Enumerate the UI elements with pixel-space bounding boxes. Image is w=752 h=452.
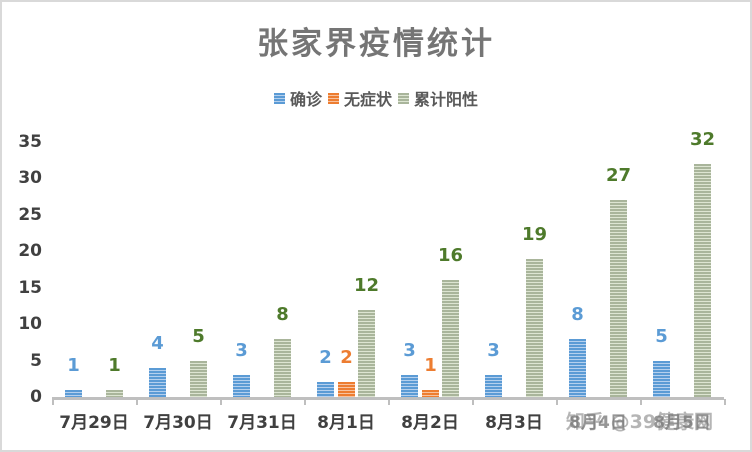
data-label-confirmed: 2 — [319, 347, 332, 369]
x-tick-label: 8月5日 — [653, 413, 711, 433]
data-label-cumulative: 27 — [605, 165, 632, 187]
bar-cumulative — [694, 163, 711, 397]
data-label-cumulative: 1 — [108, 354, 121, 376]
data-label-cumulative: 12 — [353, 274, 380, 296]
x-tick-label: 8月1日 — [317, 413, 375, 433]
bar-confirmed — [653, 360, 670, 397]
bar-cumulative — [358, 309, 375, 397]
chart-title: 张家界疫情统计 — [257, 26, 495, 62]
data-label-confirmed: 3 — [235, 340, 248, 362]
y-tick-label: 25 — [18, 204, 42, 225]
data-label-confirmed: 5 — [655, 325, 668, 347]
bar-confirmed — [401, 375, 418, 397]
data-label-confirmed: 1 — [67, 354, 80, 376]
bar-cumulative — [442, 280, 459, 397]
x-tick-mark — [388, 399, 390, 405]
data-label-cumulative: 5 — [192, 325, 205, 347]
y-tick-label: 5 — [30, 350, 42, 371]
x-tick-label: 7月31日 — [227, 413, 297, 433]
data-label-confirmed: 3 — [403, 340, 416, 362]
data-label-cumulative: 32 — [689, 128, 716, 150]
data-label-asymptomatic: 1 — [424, 354, 437, 376]
data-label-asymptomatic: 2 — [340, 347, 353, 369]
x-tick-label: 8月4日 — [569, 413, 627, 433]
legend-item-confirmed: 确诊 — [273, 86, 322, 110]
legend-swatch-grey-icon — [398, 92, 409, 104]
x-tick-label: 7月30日 — [143, 413, 213, 433]
chart-legend: 确诊 无症状 累计阳性 — [0, 86, 752, 110]
legend-item-asymptomatic: 无症状 — [327, 86, 392, 110]
legend-label: 确诊 — [289, 90, 322, 109]
data-label-cumulative: 8 — [276, 303, 289, 325]
x-tick-mark — [724, 399, 726, 405]
bar-confirmed — [317, 382, 334, 397]
data-label-cumulative: 19 — [521, 223, 548, 245]
x-tick-mark — [304, 399, 306, 405]
y-tick-label: 10 — [18, 314, 42, 335]
bar-cumulative — [610, 200, 627, 397]
x-tick-mark — [556, 399, 558, 405]
bar-confirmed — [65, 389, 82, 397]
bar-confirmed — [485, 375, 502, 397]
bar-cumulative — [106, 389, 123, 397]
bar-confirmed — [233, 375, 250, 397]
x-tick-label: 8月3日 — [485, 413, 543, 433]
legend-item-cumulative: 累计阳性 — [398, 86, 478, 110]
bar-asymptomatic — [422, 389, 439, 397]
watermark: 知乎 @39健康网 — [566, 411, 714, 433]
x-tick-label: 7月29日 — [59, 413, 129, 433]
bar-cumulative — [526, 258, 543, 397]
x-tick-mark — [52, 399, 54, 405]
bar-cumulative — [274, 338, 291, 397]
y-tick-label: 0 — [30, 387, 42, 407]
y-tick-label: 20 — [18, 241, 42, 262]
x-tick-mark — [136, 399, 138, 405]
x-tick-mark — [640, 399, 642, 405]
legend-swatch-blue-icon — [273, 92, 285, 104]
x-tick-mark — [472, 399, 474, 405]
bar-confirmed — [149, 367, 166, 397]
x-tick-mark — [220, 399, 222, 405]
x-tick-label: 8月2日 — [401, 413, 459, 433]
data-label-cumulative: 16 — [437, 245, 464, 267]
bar-cumulative — [190, 360, 207, 397]
data-label-confirmed: 8 — [571, 303, 584, 325]
data-label-confirmed: 4 — [151, 332, 164, 354]
y-tick-label: 30 — [18, 168, 42, 189]
x-axis-line — [52, 397, 724, 400]
legend-swatch-orange-icon — [327, 92, 339, 104]
data-label-confirmed: 3 — [487, 340, 500, 362]
y-tick-label: 35 — [18, 132, 42, 152]
bar-confirmed — [569, 338, 586, 397]
legend-label: 累计阳性 — [414, 90, 479, 109]
y-tick-label: 15 — [18, 277, 42, 298]
legend-label: 无症状 — [343, 90, 392, 109]
bar-asymptomatic — [338, 382, 355, 397]
